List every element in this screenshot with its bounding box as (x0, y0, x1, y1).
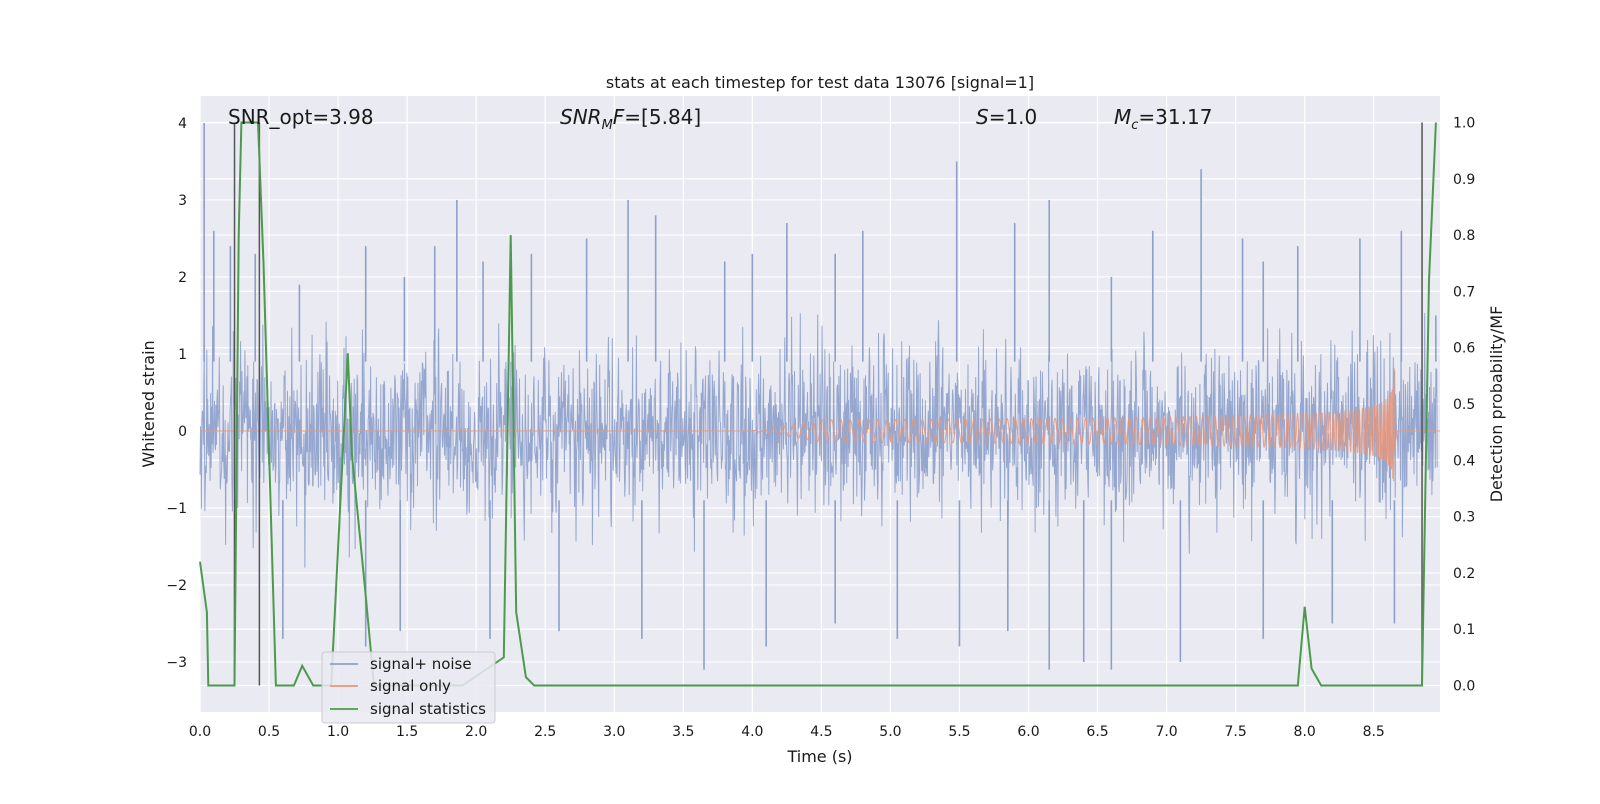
x-tick-label: 6.0 (1017, 724, 1039, 740)
y2-tick-label: 0.5 (1453, 397, 1475, 413)
y2-tick-label: 0.0 (1453, 679, 1475, 695)
y2-tick-label: 0.6 (1453, 341, 1475, 357)
s-symbol: S (976, 105, 989, 129)
x-tick-label: 8.5 (1363, 724, 1385, 740)
y-tick-label: −1 (166, 501, 187, 517)
x-tick-label: 3.0 (603, 724, 625, 740)
x-tick-label: 6.5 (1086, 724, 1108, 740)
y2-tick-label: 0.4 (1453, 453, 1475, 469)
tick-labels: 0.0 0.5 1.0 1.5 2.0 2.5 3.0 3.5 4.0 4.5 5.0 5.5 6.0 6… (166, 115, 1475, 740)
legend-label-signal-noise: signal+ noise (370, 655, 472, 673)
y-tick-label: 1 (178, 347, 187, 363)
series-signal-noise-line (199, 313, 1438, 568)
y-tick-label: −2 (166, 578, 187, 594)
x-tick-label: 0.0 (189, 724, 211, 740)
y2-axis-label: Detection probability/MF (1487, 306, 1506, 503)
y2-tick-label: 1.0 (1453, 115, 1475, 131)
x-tick-label: 5.5 (948, 724, 970, 740)
mc-subscript: c (1131, 118, 1138, 133)
x-tick-label: 2.5 (534, 724, 556, 740)
x-tick-label: 5.0 (879, 724, 901, 740)
snr-mf-subscript: M (602, 118, 613, 133)
x-tick-label: 0.5 (258, 724, 280, 740)
x-tick-label: 7.0 (1155, 724, 1177, 740)
snr-opt-annotation: SNR_opt=3.98 (228, 105, 374, 129)
s-annotation: S=1.0 (976, 105, 1037, 129)
x-tick-label: 4.5 (810, 724, 832, 740)
y2-tick-label: 0.1 (1453, 622, 1475, 638)
chart-title: stats at each timestep for test data 130… (606, 73, 1034, 92)
mc-symbol: M (1114, 105, 1131, 129)
x-tick-label: 3.5 (672, 724, 694, 740)
mc-annotation: Mc=31.17 (1114, 105, 1212, 133)
y2-tick-label: 0.8 (1453, 228, 1475, 244)
snr-mf-value: =[5.84] (624, 105, 701, 129)
legend: signal+ noise signal only signal statist… (321, 651, 496, 724)
legend-box (321, 651, 496, 724)
y-tick-label: 2 (178, 270, 187, 286)
y-tick-label: −3 (166, 655, 187, 671)
y2-tick-label: 0.7 (1453, 284, 1475, 300)
y-axis-label: Whitened strain (139, 340, 158, 467)
y-tick-label: 0 (178, 424, 187, 440)
y2-tick-label: 0.9 (1453, 172, 1475, 188)
x-tick-label: 8.0 (1294, 724, 1316, 740)
legend-label-signal-only: signal only (370, 677, 451, 695)
x-tick-label: 1.0 (327, 724, 349, 740)
plot-data (199, 121, 1440, 687)
mc-value: =31.17 (1138, 105, 1212, 129)
x-tick-label: 7.5 (1225, 724, 1247, 740)
legend-label-signal-statistics: signal statistics (370, 700, 486, 718)
snr-mf-annotation: SNRMF=[5.84] (560, 105, 701, 133)
x-tick-label: 4.0 (741, 724, 763, 740)
y-tick-label: 3 (178, 193, 187, 209)
snr-mf-symbol-2: F (613, 105, 625, 129)
y2-tick-label: 0.2 (1453, 566, 1475, 582)
x-tick-label: 1.5 (396, 724, 418, 740)
y-tick-label: 4 (178, 116, 187, 132)
y2-tick-label: 0.3 (1453, 510, 1475, 526)
x-tick-label: 2.0 (465, 724, 487, 740)
x-axis-label: Time (s) (786, 747, 852, 766)
s-value: =1.0 (989, 105, 1038, 129)
series-signal-only-line (200, 367, 1440, 482)
snr-mf-symbol: SNR (560, 105, 602, 129)
